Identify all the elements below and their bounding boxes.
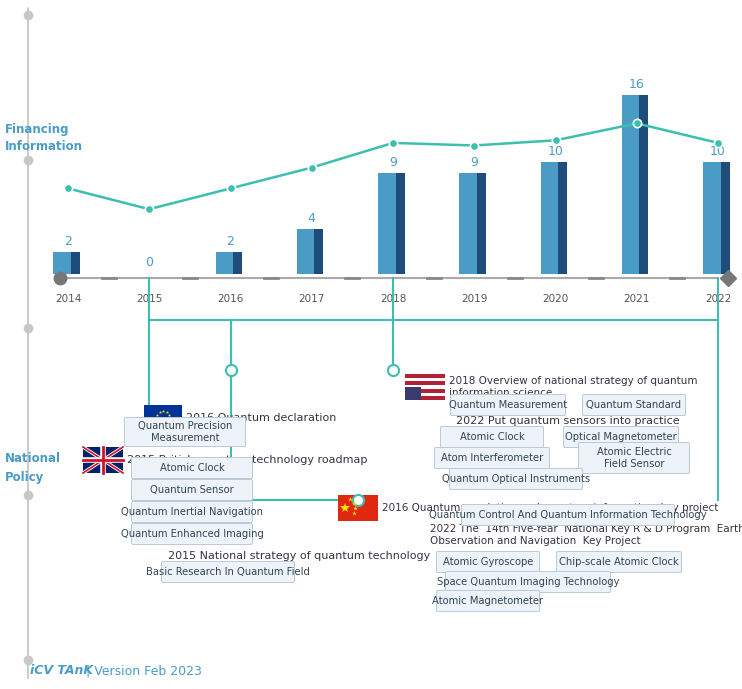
Bar	[83, 447, 123, 473]
Text: Atomic Electric
Field Sensor: Atomic Electric Field Sensor	[597, 446, 672, 469]
FancyBboxPatch shape	[441, 426, 543, 447]
FancyBboxPatch shape	[436, 551, 539, 573]
Text: Quantum Inertial Navigation: Quantum Inertial Navigation	[121, 507, 263, 517]
Text: 2016 Quantum regulation and quantum information  key project: 2016 Quantum regulation and quantum info…	[382, 503, 718, 513]
Text: 2015: 2015	[136, 294, 162, 304]
Text: 2022: 2022	[705, 294, 731, 304]
Text: Quantum Control And Quantum Information Technology: Quantum Control And Quantum Information …	[429, 510, 707, 520]
FancyBboxPatch shape	[579, 442, 689, 473]
Text: Atomic Magnetometer: Atomic Magnetometer	[433, 596, 544, 606]
Bar	[53, 251, 77, 274]
FancyBboxPatch shape	[582, 395, 686, 415]
Bar	[144, 405, 182, 431]
Text: Financing
Information: Financing Information	[5, 123, 83, 154]
Text: Optical Magnetometer: Optical Magnetometer	[565, 432, 677, 442]
Bar	[477, 174, 486, 274]
FancyBboxPatch shape	[131, 457, 252, 478]
Text: 2018: 2018	[380, 294, 406, 304]
Text: Atomic Clock: Atomic Clock	[160, 463, 224, 473]
Bar	[405, 389, 445, 393]
Text: Quantum Precision
Measurement: Quantum Precision Measurement	[138, 421, 232, 443]
Bar	[233, 251, 242, 274]
Bar	[405, 396, 445, 400]
FancyBboxPatch shape	[162, 562, 295, 582]
Text: Atom Interferometer: Atom Interferometer	[441, 453, 543, 463]
Text: 10: 10	[710, 145, 726, 158]
Text: iCV TAnK: iCV TAnK	[30, 664, 93, 677]
Bar	[405, 385, 445, 389]
Text: Atomic Clock: Atomic Clock	[459, 432, 525, 442]
Text: 2022 Put quantum sensors into practice: 2022 Put quantum sensors into practice	[456, 416, 680, 426]
Bar	[405, 378, 445, 382]
Text: 4: 4	[308, 212, 315, 225]
Text: 2: 2	[226, 235, 234, 247]
Text: 2019: 2019	[461, 294, 487, 304]
Bar	[378, 174, 402, 274]
Bar	[405, 393, 445, 396]
Bar	[720, 162, 729, 274]
Text: 2022 The  14th Five-Year  National Key R & D Program  Earth
Observation and Navi: 2022 The 14th Five-Year National Key R &…	[430, 524, 742, 546]
Text: 2014: 2014	[55, 294, 81, 304]
Bar	[540, 162, 565, 274]
FancyBboxPatch shape	[462, 504, 674, 526]
Bar	[405, 387, 421, 400]
Text: 2020: 2020	[542, 294, 568, 304]
FancyBboxPatch shape	[435, 447, 550, 469]
FancyBboxPatch shape	[450, 395, 565, 415]
Text: | Version Feb 2023: | Version Feb 2023	[82, 664, 202, 677]
FancyBboxPatch shape	[556, 551, 681, 573]
Text: 16: 16	[629, 78, 645, 91]
Bar	[405, 382, 445, 385]
FancyBboxPatch shape	[436, 590, 539, 612]
Text: 2016: 2016	[217, 294, 243, 304]
Bar	[395, 174, 404, 274]
Text: Space Quantum Imaging Technology: Space Quantum Imaging Technology	[437, 577, 620, 587]
Text: 9: 9	[389, 156, 397, 169]
FancyBboxPatch shape	[131, 480, 252, 500]
FancyBboxPatch shape	[445, 571, 611, 593]
Text: National
Policy: National Policy	[5, 453, 61, 484]
FancyBboxPatch shape	[125, 418, 246, 446]
Text: 9: 9	[470, 156, 478, 169]
Text: 0: 0	[145, 256, 154, 269]
Text: 2018 Overview of national strategy of quantum
information science: 2018 Overview of national strategy of qu…	[449, 376, 697, 398]
Bar	[459, 174, 483, 274]
Bar	[640, 95, 649, 274]
Text: 2017: 2017	[298, 294, 325, 304]
Text: 2015 British quantum technology roadmap: 2015 British quantum technology roadmap	[127, 455, 367, 465]
Text: Quantum Measurement: Quantum Measurement	[449, 400, 567, 410]
Text: 10: 10	[548, 145, 563, 158]
Text: Basic Research In Quantum Field: Basic Research In Quantum Field	[146, 567, 310, 577]
Bar	[405, 374, 445, 378]
Text: 2016 Quantum declaration: 2016 Quantum declaration	[186, 413, 336, 423]
FancyBboxPatch shape	[450, 469, 582, 489]
Bar	[703, 162, 727, 274]
Text: 2: 2	[64, 235, 72, 247]
Bar	[215, 251, 240, 274]
FancyBboxPatch shape	[131, 502, 252, 522]
Text: Quantum Optical Instruments: Quantum Optical Instruments	[442, 474, 590, 484]
Bar	[297, 229, 321, 274]
Text: Quantum Enhanced Imaging: Quantum Enhanced Imaging	[120, 529, 263, 539]
Bar	[315, 229, 324, 274]
Text: Chip-scale Atomic Clock: Chip-scale Atomic Clock	[559, 557, 679, 567]
Text: Atomic Gyroscope: Atomic Gyroscope	[443, 557, 533, 567]
Text: 2015 National strategy of quantum technology: 2015 National strategy of quantum techno…	[168, 551, 430, 561]
Bar	[70, 251, 79, 274]
FancyBboxPatch shape	[131, 524, 252, 544]
Text: 2021: 2021	[623, 294, 650, 304]
FancyBboxPatch shape	[563, 426, 678, 447]
Bar	[622, 95, 646, 274]
Text: Quantum Standard: Quantum Standard	[586, 400, 682, 410]
Bar	[338, 495, 378, 521]
Bar	[558, 162, 567, 274]
Text: Quantum Sensor: Quantum Sensor	[150, 485, 234, 495]
